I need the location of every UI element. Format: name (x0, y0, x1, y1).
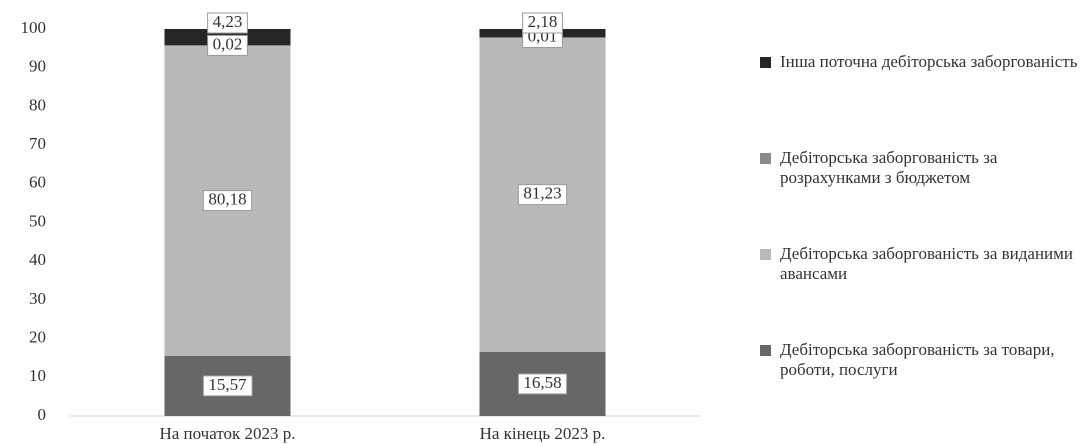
legend-swatch (760, 249, 771, 260)
y-tick-label: 60 (29, 173, 46, 192)
y-tick-label: 20 (29, 328, 46, 347)
y-tick-label: 70 (29, 134, 46, 153)
value-label: 0,02 (213, 34, 243, 53)
y-tick-label: 30 (29, 289, 46, 308)
y-tick-label: 50 (29, 211, 46, 230)
legend-label: Інша поточна дебіторська заборгованість (780, 52, 1078, 71)
value-label-box (207, 12, 248, 34)
value-label: 80,18 (208, 190, 246, 209)
legend-swatch (760, 345, 771, 356)
legend-label: Дебіторська заборгованість за розрахунка… (780, 148, 998, 187)
value-label: 16,58 (523, 373, 561, 392)
value-label-box (202, 375, 253, 397)
y-tick-label: 100 (21, 18, 47, 37)
value-label-box (202, 190, 253, 212)
value-label-box (517, 184, 568, 206)
legend-swatch (760, 57, 771, 68)
legend-swatch (760, 153, 771, 164)
value-label-box (207, 34, 248, 56)
legend-entry: Інша поточна дебіторська заборгованість (760, 52, 1080, 72)
x-tick-label: На початок 2023 р. (159, 424, 295, 443)
legend-entry: Дебіторська заборгованість за товари, ро… (760, 340, 1080, 380)
legend-entry: Дебіторська заборгованість за розрахунка… (760, 148, 1080, 188)
value-label-box (522, 12, 563, 34)
y-tick-label: 40 (29, 250, 46, 269)
y-tick-label: 10 (29, 366, 46, 385)
value-label: 81,23 (523, 184, 561, 203)
legend-label: Дебіторська заборгованість за товари, ро… (780, 340, 1055, 379)
legend-entry: Дебіторська заборгованість за виданими а… (760, 244, 1080, 284)
x-tick-label: На кінець 2023 р. (480, 424, 606, 443)
y-tick-label: 90 (29, 57, 46, 76)
value-label: 4,23 (213, 12, 243, 31)
y-tick-label: 80 (29, 95, 46, 114)
legend-label: Дебіторська заборгованість за виданими а… (780, 244, 1074, 283)
y-tick-label: 0 (38, 405, 47, 424)
value-label: 15,57 (208, 375, 247, 394)
value-label-box (517, 373, 568, 395)
value-label: 2,18 (528, 12, 558, 31)
